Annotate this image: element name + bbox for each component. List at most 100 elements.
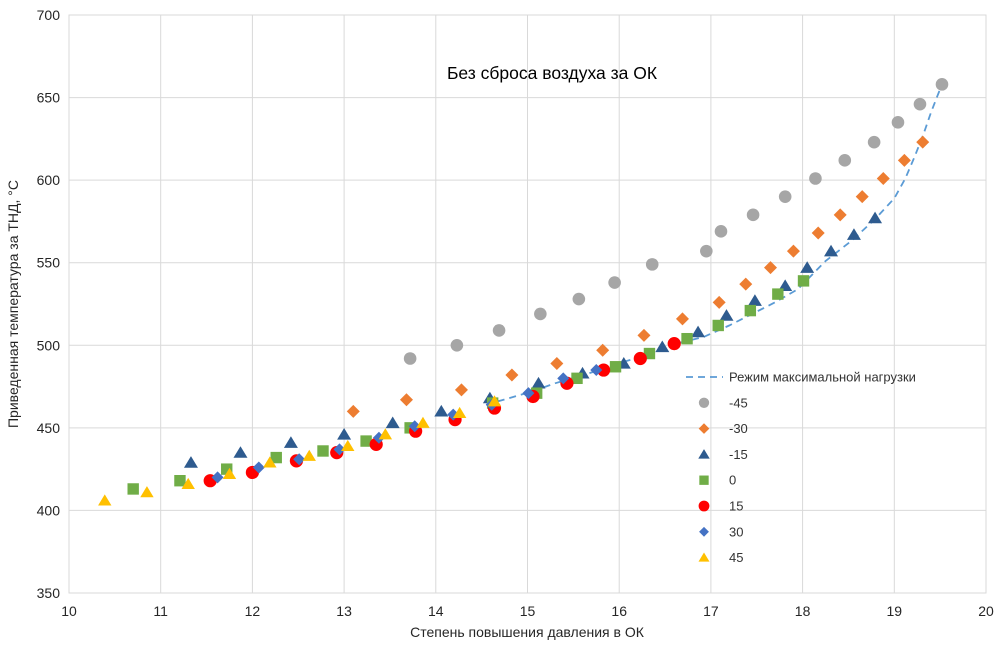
chart-title: Без сброса воздуха за ОК — [447, 63, 658, 83]
data-point — [645, 258, 659, 271]
data-point — [211, 471, 224, 484]
data-point — [867, 135, 881, 149]
data-point — [643, 347, 656, 360]
legend-marker — [698, 500, 710, 512]
legend-label: Режим максимальной нагрузки — [729, 370, 916, 385]
data-point — [719, 309, 734, 321]
legend-marker — [698, 449, 710, 459]
data-point — [633, 351, 647, 366]
data-point — [293, 453, 306, 466]
data-point — [127, 483, 139, 495]
data-point — [838, 154, 852, 167]
y-tick-label: 450 — [37, 420, 61, 436]
data-point — [550, 356, 564, 370]
x-tick-label: 12 — [245, 603, 261, 619]
data-point — [700, 244, 713, 258]
data-point — [800, 261, 815, 273]
data-point — [637, 328, 651, 342]
x-tick-label: 10 — [61, 603, 77, 619]
data-point — [590, 364, 603, 377]
data-point — [897, 153, 911, 167]
data-point — [714, 225, 728, 238]
data-point — [399, 393, 413, 407]
data-point — [675, 312, 689, 326]
legend-label: 0 — [729, 473, 736, 488]
data-point — [778, 279, 793, 292]
series-max-load-line — [485, 84, 943, 406]
y-tick-label: 650 — [37, 90, 61, 106]
data-point — [270, 451, 282, 464]
y-tick-label: 500 — [37, 337, 61, 353]
data-point — [746, 208, 760, 222]
data-point — [522, 387, 535, 400]
legend-label: -30 — [729, 421, 748, 436]
data-point — [667, 337, 681, 351]
data-point — [691, 325, 706, 338]
series-t-minus-15 — [183, 211, 883, 468]
x-tick-label: 16 — [611, 603, 627, 619]
y-tick-label: 700 — [37, 7, 61, 23]
data-point — [913, 97, 927, 111]
data-point — [333, 443, 346, 456]
data-point — [98, 494, 112, 506]
data-point — [505, 368, 519, 382]
data-point — [744, 304, 757, 317]
max-load-dashed-line — [485, 84, 943, 406]
x-tick-label: 13 — [336, 603, 352, 619]
x-tick-label: 17 — [703, 603, 719, 619]
data-point — [868, 211, 883, 224]
data-point — [378, 428, 393, 440]
data-point — [609, 361, 622, 373]
data-point — [403, 352, 417, 365]
data-point — [181, 477, 195, 489]
x-tick-label: 11 — [153, 603, 168, 619]
data-point — [712, 319, 724, 332]
data-point — [712, 295, 726, 309]
legend-label: -15 — [729, 447, 748, 462]
legend-marker — [698, 397, 710, 408]
legend-item-t-15: 15 — [698, 499, 743, 514]
data-point — [811, 226, 825, 240]
data-point — [531, 376, 546, 389]
data-point — [233, 446, 248, 458]
series-t-30 — [211, 364, 603, 484]
data-point — [360, 435, 372, 447]
data-point — [876, 171, 890, 185]
legend-item-t-30: 30 — [699, 524, 743, 539]
series-t-45 — [98, 395, 502, 506]
data-point — [764, 261, 778, 275]
data-point — [846, 228, 861, 240]
data-point — [534, 307, 547, 321]
legend-item-t-minus-45: -45 — [698, 395, 748, 410]
data-point — [935, 78, 949, 91]
data-point — [416, 416, 430, 428]
data-point — [608, 276, 621, 289]
legend-marker — [698, 423, 710, 434]
data-point — [337, 428, 352, 440]
data-point — [596, 343, 610, 357]
x-tick-label: 15 — [520, 603, 536, 619]
data-point — [572, 292, 586, 306]
data-point — [317, 445, 329, 457]
legend-item-t-45: 45 — [698, 550, 743, 565]
legend-label: 15 — [729, 499, 743, 514]
data-point — [597, 363, 611, 377]
data-point — [809, 172, 822, 185]
data-point — [221, 463, 233, 475]
x-tick-label: 19 — [887, 603, 903, 619]
data-point — [778, 190, 792, 203]
legend-marker — [698, 552, 710, 562]
data-point — [140, 486, 154, 498]
data-point — [452, 406, 467, 418]
data-point — [346, 404, 360, 418]
data-point — [487, 395, 502, 407]
data-point — [833, 208, 847, 222]
data-point — [454, 383, 468, 397]
data-point — [252, 461, 265, 474]
legend-marker — [699, 475, 709, 485]
legend-item-t-minus-15: -15 — [698, 447, 748, 462]
legend-item-t-minus-30: -30 — [698, 421, 748, 436]
data-point — [557, 372, 570, 385]
